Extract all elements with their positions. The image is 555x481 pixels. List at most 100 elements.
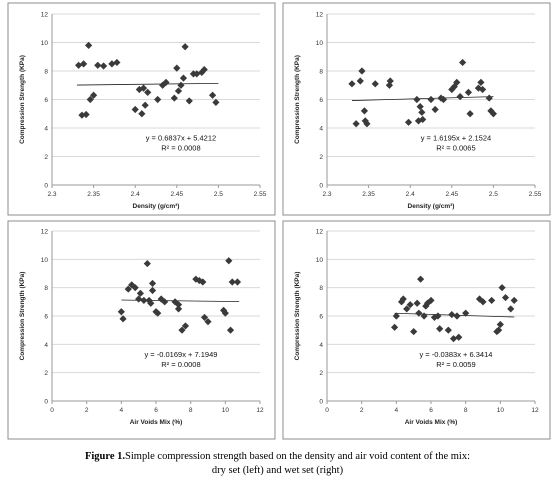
x-tick-label: 2.5 <box>214 191 223 198</box>
x-tick-label: 0 <box>325 407 329 414</box>
y-axis-label: Compression Strength (KPa) <box>19 55 26 144</box>
data-point <box>173 64 181 72</box>
data-point <box>212 98 220 106</box>
x-tick-label: 2.45 <box>170 191 183 198</box>
data-point <box>453 78 461 86</box>
y-tick-label: 0 <box>319 399 323 406</box>
x-tick-label: 2.3 <box>47 191 56 198</box>
x-axis-label: Density (g/cm³) <box>133 203 180 210</box>
data-point <box>225 257 233 265</box>
data-point <box>148 279 157 288</box>
data-point <box>148 286 157 295</box>
data-point <box>228 278 236 286</box>
y-tick-label: 2 <box>319 154 323 161</box>
y-tick-label: 4 <box>44 342 48 349</box>
x-tick-label: 2.5 <box>489 191 498 198</box>
data-point <box>356 77 364 85</box>
x-tick-label: 8 <box>189 407 193 414</box>
data-point <box>363 120 371 128</box>
figure-caption-line2: dry set (left) and wet set (right) <box>211 465 344 476</box>
x-tick-label: 4 <box>120 407 124 414</box>
data-point <box>90 91 98 99</box>
y-tick-label: 0 <box>44 183 48 190</box>
x-tick-label: 2.4 <box>406 191 415 198</box>
data-point <box>200 65 208 74</box>
y-axis-label: Compression Strength (KPa) <box>294 55 301 144</box>
data-point <box>410 327 418 336</box>
data-point <box>181 43 189 51</box>
chart-dry-density: 0 2 4 6 8 10 12 2.3 2.35 2.4 2.45 2.5 2.55 Density (g… <box>7 2 276 216</box>
x-tick-label: 2.45 <box>445 191 458 198</box>
y-tick-label: 10 <box>41 40 49 47</box>
trend-line <box>76 82 219 86</box>
y-tick-label: 6 <box>319 314 323 321</box>
chart-wet-air-voids: 0 2 4 6 8 10 12 0 2 4 6 8 10 12 Air Voids Mix (%) Compr… <box>282 220 551 440</box>
y-tick-label: 6 <box>44 97 48 104</box>
data-point <box>459 58 467 67</box>
data-point <box>161 298 169 306</box>
chart-dry-air-voids: 0 2 4 6 8 10 12 0 2 4 6 8 10 12 Air Voids Mix (%) Compr… <box>7 220 276 440</box>
data-point <box>406 301 414 309</box>
data-point <box>385 81 393 89</box>
data-point <box>496 320 504 329</box>
x-tick-label: 6 <box>429 407 433 414</box>
y-tick-label: 2 <box>44 154 48 161</box>
data-point <box>131 105 139 114</box>
y-tick-label: 0 <box>319 183 323 190</box>
x-tick-label: 4 <box>395 407 399 414</box>
data-point <box>453 312 461 320</box>
data-point <box>181 322 190 330</box>
data-point <box>136 289 144 297</box>
data-point <box>117 308 125 316</box>
r-squared: R² = 0.0065 <box>436 144 475 153</box>
trend-equation: y = 0.6837x + 5.4212 <box>146 134 216 143</box>
data-point <box>226 326 235 334</box>
trend-equation: y = -0.0169x + 7.1949 <box>144 350 217 359</box>
data-point <box>392 312 400 320</box>
data-point <box>404 118 413 126</box>
data-point <box>124 285 132 293</box>
x-tick-label: 2.35 <box>87 191 100 198</box>
y-tick-label: 4 <box>319 342 323 349</box>
r-squared: R² = 0.0008 <box>161 144 200 153</box>
y-tick-label: 4 <box>44 126 48 133</box>
data-point <box>498 284 506 292</box>
data-point <box>143 259 151 268</box>
data-point <box>147 299 155 307</box>
data-point <box>479 298 487 306</box>
chart-frame <box>7 2 276 216</box>
data-point <box>139 84 148 92</box>
y-tick-label: 12 <box>41 12 49 19</box>
data-point <box>361 117 369 125</box>
data-point <box>174 87 183 95</box>
data-point <box>413 299 421 307</box>
data-point <box>464 88 473 96</box>
x-tick-label: 2.55 <box>254 191 267 198</box>
chart-frame <box>7 220 276 440</box>
data-point <box>144 88 152 96</box>
data-point <box>185 97 193 105</box>
data-point <box>86 95 94 104</box>
data-point <box>162 78 170 86</box>
data-point <box>352 120 360 128</box>
data-point <box>436 325 444 333</box>
data-point <box>450 83 458 91</box>
data-point <box>208 91 217 99</box>
data-point <box>85 41 93 49</box>
data-point <box>174 305 183 313</box>
x-tick-label: 2 <box>360 407 364 414</box>
data-point <box>449 335 458 343</box>
y-tick-label: 6 <box>44 314 48 321</box>
data-point <box>140 296 148 305</box>
data-point <box>419 115 427 124</box>
x-axis-label: Density (g/cm³) <box>408 203 455 210</box>
x-tick-label: 12 <box>256 407 264 414</box>
chart-wet-density: 0 2 4 6 8 10 12 2.3 2.35 2.4 2.45 2.5 2.55 Density (g… <box>282 2 551 216</box>
data-point <box>82 110 90 119</box>
data-point <box>154 95 162 104</box>
y-axis-label: Compression Strength (KPa) <box>19 272 26 361</box>
x-tick-label: 0 <box>50 407 54 414</box>
data-point <box>416 103 424 111</box>
y-tick-label: 10 <box>316 40 324 47</box>
data-point <box>462 309 470 317</box>
